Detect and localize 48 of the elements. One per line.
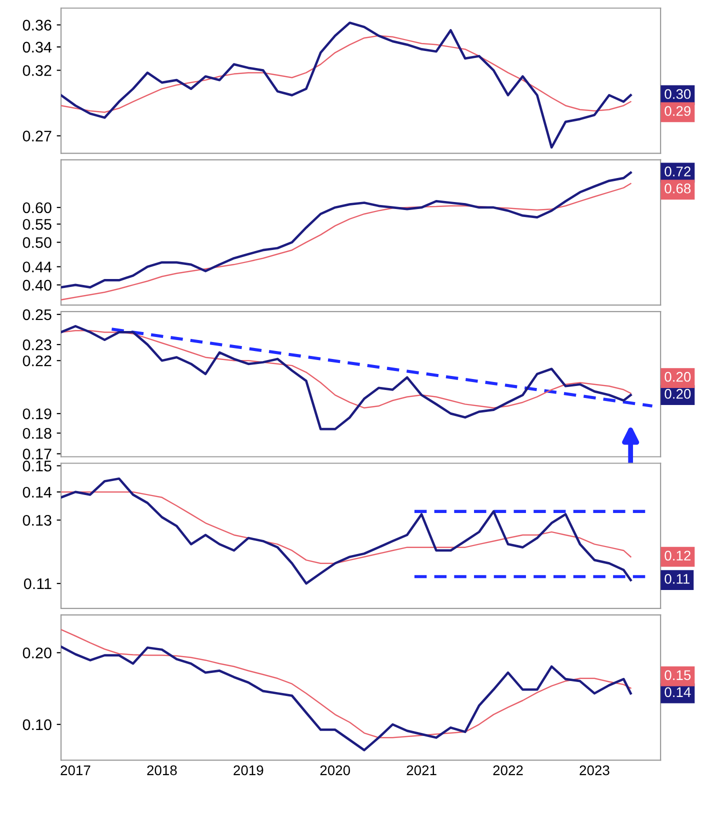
line-series — [61, 628, 632, 738]
x-tick-label: 2021 — [406, 765, 436, 776]
x-tick-label: 2017 — [60, 765, 90, 776]
x-tick-label: 2020 — [320, 765, 350, 776]
x-tick-label: 2019 — [234, 765, 264, 776]
text: 0.20 — [664, 388, 691, 399]
y-tick-label: 0.40 — [22, 280, 52, 291]
y-tick-label: 0.50 — [22, 237, 52, 248]
line-series — [61, 22, 632, 149]
y-tick-label: 0.44 — [22, 262, 52, 272]
line-series — [61, 491, 632, 564]
y-tick-label: 0.22 — [22, 355, 52, 366]
text: 0.30 — [664, 89, 691, 99]
line-series — [61, 35, 632, 113]
y-tick-label: 0.17 — [22, 448, 52, 460]
x-tick-label: 2023 — [580, 765, 610, 776]
y-tick-label: 0.34 — [22, 42, 52, 53]
text: 0.72 — [664, 166, 690, 176]
line-series — [61, 477, 632, 585]
y-tick-label: 0.32 — [22, 65, 52, 76]
y-tick-label: 0.36 — [22, 20, 52, 31]
text: 0.20 — [664, 372, 691, 382]
x-tick-label: 2022 — [493, 765, 523, 776]
text: 0.15 — [664, 670, 691, 680]
y-tick-label: 0.19 — [22, 408, 52, 420]
line-series — [61, 324, 632, 430]
x-tick-label: 2018 — [147, 765, 177, 776]
text: 0.11 — [664, 574, 690, 584]
y-tick-label: 0.15 — [22, 460, 52, 472]
y-tick-label: 0.25 — [22, 309, 52, 320]
y-tick-label: 0.27 — [22, 130, 52, 142]
y-tick-label: 0.10 — [22, 719, 52, 730]
text: 0.12 — [664, 550, 690, 561]
line-series — [61, 171, 632, 288]
y-tick-label: 0.60 — [22, 202, 52, 214]
text: 0.14 — [664, 687, 691, 698]
text: 0.68 — [664, 184, 691, 194]
y-tick-label: 0.18 — [22, 428, 52, 439]
y-tick-label: 0.14 — [22, 486, 52, 498]
y-tick-label: 0.55 — [22, 218, 52, 230]
y-tick-label: 0.13 — [22, 514, 52, 526]
y-tick-label: 0.20 — [22, 648, 52, 658]
text: 0.29 — [664, 106, 691, 116]
y-tick-label: 0.11 — [24, 578, 52, 590]
line-series — [61, 182, 632, 300]
line-series — [61, 330, 632, 409]
line-series — [61, 645, 632, 752]
y-tick-label: 0.23 — [22, 339, 52, 350]
